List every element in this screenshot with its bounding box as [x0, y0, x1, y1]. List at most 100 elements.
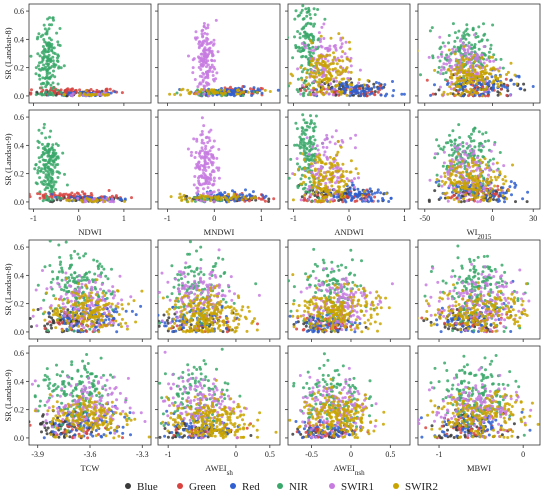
- data-point: [484, 163, 488, 167]
- data-point: [301, 4, 305, 8]
- data-point: [171, 330, 175, 334]
- data-point: [469, 81, 473, 84]
- data-point: [200, 52, 204, 56]
- data-point: [296, 30, 300, 33]
- data-point: [64, 319, 68, 323]
- x-axis-label: MNDWI: [204, 227, 235, 237]
- data-point: [457, 200, 461, 204]
- data-point: [482, 176, 486, 180]
- data-point: [317, 31, 321, 35]
- data-point: [373, 90, 377, 94]
- data-point: [45, 73, 49, 77]
- data-point: [319, 161, 323, 165]
- data-point: [43, 27, 47, 31]
- data-point: [336, 73, 340, 77]
- data-point: [186, 272, 190, 276]
- data-point: [221, 330, 225, 334]
- data-point: [82, 275, 86, 279]
- data-point: [58, 315, 62, 319]
- data-point: [205, 89, 209, 92]
- y-tick-label: 0.4: [14, 141, 24, 150]
- data-point: [483, 32, 487, 36]
- data-point: [453, 144, 457, 148]
- data-point: [69, 195, 73, 199]
- data-point: [34, 72, 38, 76]
- data-point: [216, 198, 220, 201]
- data-point: [43, 310, 47, 314]
- data-point: [54, 297, 58, 301]
- data-point: [459, 157, 463, 161]
- data-point: [50, 49, 54, 52]
- data-point: [92, 314, 96, 318]
- point-cloud: [427, 123, 530, 204]
- data-point: [41, 81, 45, 85]
- data-point: [41, 45, 45, 48]
- data-point: [451, 50, 455, 54]
- data-point: [320, 91, 324, 95]
- data-point: [46, 59, 50, 63]
- data-point: [288, 176, 291, 180]
- data-point: [469, 87, 473, 91]
- data-point: [478, 158, 482, 162]
- data-point: [311, 153, 315, 157]
- data-point: [102, 323, 106, 327]
- data-point: [76, 329, 80, 333]
- data-point: [44, 65, 47, 69]
- point-cloud: [168, 18, 280, 98]
- data-point: [462, 74, 466, 78]
- data-point: [488, 168, 491, 172]
- data-point: [483, 68, 487, 72]
- data-point: [49, 285, 53, 289]
- data-point: [206, 186, 210, 190]
- data-point: [501, 186, 505, 190]
- data-point: [508, 93, 512, 97]
- data-point: [104, 302, 108, 306]
- data-point: [304, 121, 307, 125]
- data-point: [299, 198, 303, 202]
- data-point: [50, 326, 53, 330]
- data-point: [340, 178, 344, 182]
- data-point: [324, 198, 328, 201]
- data-point: [225, 327, 229, 331]
- data-point: [333, 44, 337, 47]
- panel-ndwi-landsat-8: 0.00.20.40.6SR (Landsat-8): [3, 3, 152, 106]
- data-point: [202, 39, 205, 43]
- data-point: [493, 184, 497, 188]
- data-point: [345, 177, 349, 181]
- data-point: [73, 193, 77, 197]
- data-point: [107, 312, 111, 316]
- data-point: [310, 121, 313, 125]
- data-point: [110, 194, 114, 198]
- data-point: [51, 16, 55, 20]
- data-point: [483, 65, 487, 69]
- data-point: [178, 192, 182, 196]
- data-point: [211, 74, 215, 77]
- data-point: [502, 182, 506, 186]
- data-point: [217, 176, 221, 180]
- data-point: [463, 52, 467, 56]
- data-point: [40, 131, 44, 135]
- data-point: [308, 149, 311, 153]
- data-point: [302, 17, 306, 21]
- data-point: [462, 199, 466, 203]
- data-point: [222, 89, 226, 92]
- data-point: [435, 173, 439, 177]
- data-point: [98, 305, 102, 309]
- data-point: [427, 55, 431, 59]
- data-point: [43, 265, 47, 269]
- data-point: [312, 24, 316, 28]
- data-point: [449, 69, 453, 73]
- data-point: [212, 38, 216, 42]
- data-point: [46, 178, 50, 182]
- data-point: [365, 87, 369, 91]
- data-point: [340, 55, 344, 59]
- data-point: [447, 34, 451, 37]
- data-point: [211, 153, 215, 157]
- data-point: [308, 13, 312, 16]
- data-point: [487, 90, 491, 94]
- data-point: [447, 48, 451, 52]
- data-point: [311, 51, 315, 55]
- data-point: [310, 199, 314, 203]
